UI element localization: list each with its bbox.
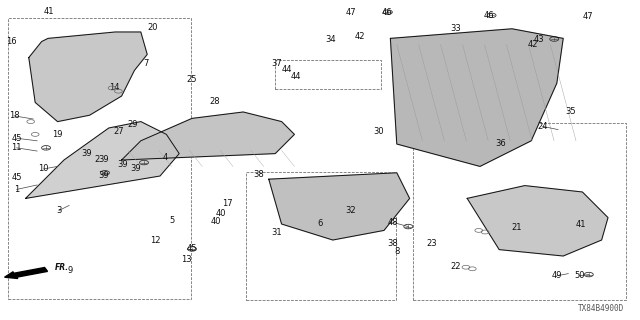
Text: 1: 1 bbox=[14, 185, 19, 194]
Text: 45: 45 bbox=[12, 173, 22, 182]
Text: 12: 12 bbox=[150, 236, 160, 245]
Text: TX84B4900D: TX84B4900D bbox=[578, 304, 624, 313]
Text: 14: 14 bbox=[109, 83, 119, 92]
Text: 43: 43 bbox=[534, 35, 544, 44]
Text: 8: 8 bbox=[394, 247, 399, 256]
Text: 10: 10 bbox=[38, 164, 49, 173]
Text: 44: 44 bbox=[282, 65, 292, 74]
Text: 3: 3 bbox=[56, 206, 61, 215]
Text: 18: 18 bbox=[9, 111, 19, 120]
Text: 2: 2 bbox=[95, 155, 100, 164]
Text: 25: 25 bbox=[187, 75, 197, 84]
Text: 17: 17 bbox=[222, 199, 232, 208]
Polygon shape bbox=[29, 32, 147, 122]
Text: 7: 7 bbox=[143, 59, 148, 68]
Text: 49: 49 bbox=[552, 271, 562, 280]
Text: 47: 47 bbox=[346, 8, 356, 17]
Text: 41: 41 bbox=[576, 220, 586, 229]
Text: 47: 47 bbox=[582, 12, 593, 21]
Text: 4: 4 bbox=[163, 153, 168, 162]
Text: 11: 11 bbox=[12, 143, 22, 152]
Text: 34: 34 bbox=[325, 35, 335, 44]
Text: 39: 39 bbox=[99, 171, 109, 180]
Text: 40: 40 bbox=[211, 217, 221, 226]
Text: 41: 41 bbox=[44, 7, 54, 16]
Text: 39: 39 bbox=[131, 164, 141, 173]
Text: 5: 5 bbox=[169, 216, 174, 225]
Text: 24: 24 bbox=[538, 122, 548, 131]
Text: 36: 36 bbox=[495, 139, 506, 148]
Polygon shape bbox=[390, 29, 563, 166]
Text: 45: 45 bbox=[187, 244, 197, 253]
Polygon shape bbox=[269, 173, 410, 240]
Text: 48: 48 bbox=[388, 218, 398, 227]
Text: 13: 13 bbox=[182, 255, 192, 264]
Text: 50: 50 bbox=[574, 271, 584, 280]
Bar bbox=[246, 172, 396, 300]
Bar bbox=[275, 60, 381, 89]
Text: 32: 32 bbox=[346, 206, 356, 215]
Polygon shape bbox=[467, 186, 608, 256]
Text: 46: 46 bbox=[484, 11, 494, 20]
Bar bbox=[8, 18, 191, 299]
Polygon shape bbox=[122, 112, 294, 160]
Text: 6: 6 bbox=[317, 219, 323, 228]
Text: 23: 23 bbox=[426, 239, 436, 248]
Bar bbox=[413, 123, 626, 300]
Text: 33: 33 bbox=[451, 24, 461, 33]
Text: FR.: FR. bbox=[54, 263, 68, 272]
Text: 40: 40 bbox=[216, 209, 226, 218]
Text: 42: 42 bbox=[527, 40, 538, 49]
Text: 28: 28 bbox=[210, 97, 220, 106]
Text: 30: 30 bbox=[374, 127, 384, 136]
Text: 20: 20 bbox=[147, 23, 157, 32]
Text: 44: 44 bbox=[291, 72, 301, 81]
Text: 16: 16 bbox=[6, 37, 17, 46]
Text: 39: 39 bbox=[118, 160, 128, 169]
Text: 35: 35 bbox=[566, 107, 576, 116]
Text: 29: 29 bbox=[128, 120, 138, 129]
Text: 22: 22 bbox=[451, 262, 461, 271]
Text: 9: 9 bbox=[68, 266, 73, 275]
Text: 45: 45 bbox=[12, 134, 22, 143]
Text: 37: 37 bbox=[271, 59, 282, 68]
FancyArrow shape bbox=[4, 268, 47, 278]
Text: 46: 46 bbox=[381, 8, 392, 17]
Text: 21: 21 bbox=[512, 223, 522, 232]
Polygon shape bbox=[26, 122, 179, 198]
Text: 38: 38 bbox=[388, 239, 398, 248]
Text: 39: 39 bbox=[82, 149, 92, 158]
Text: 19: 19 bbox=[52, 130, 63, 139]
Text: 39: 39 bbox=[99, 155, 109, 164]
Text: 42: 42 bbox=[355, 32, 365, 41]
Text: 31: 31 bbox=[271, 228, 282, 237]
Text: 27: 27 bbox=[114, 127, 124, 136]
Text: 38: 38 bbox=[253, 170, 264, 179]
